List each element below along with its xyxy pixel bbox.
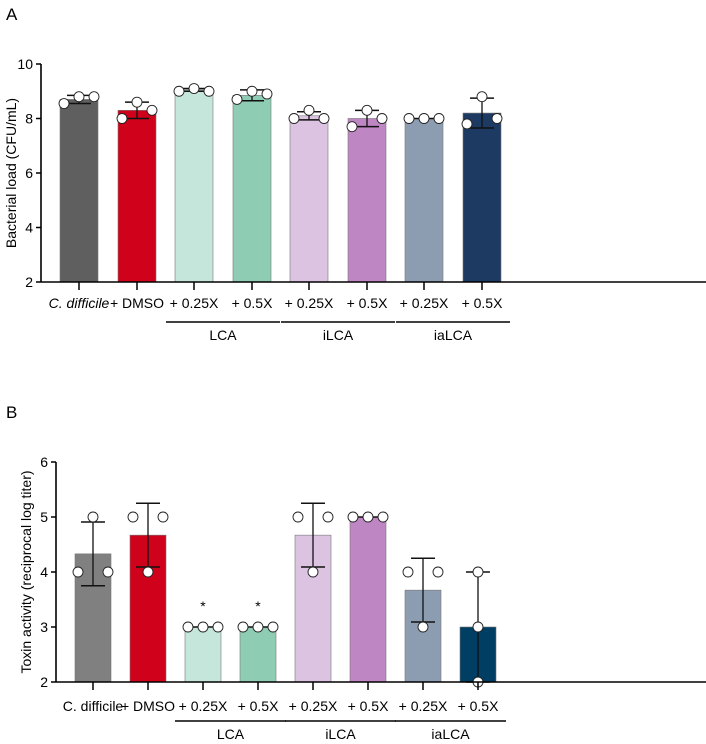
bar <box>232 95 272 283</box>
panel-label: A <box>6 5 18 24</box>
data-point <box>88 91 100 103</box>
data-point <box>307 566 319 578</box>
y-tick-label: 2 <box>25 274 33 290</box>
group-label: LCA <box>217 726 245 742</box>
data-point <box>252 621 264 633</box>
data-point <box>231 93 243 105</box>
y-axis-label: Bacterial load (CFU/mL) <box>3 98 19 248</box>
bar <box>117 110 157 283</box>
y-tick-label: 6 <box>40 454 48 470</box>
data-point <box>318 113 330 124</box>
x-tick-label: + 0.5X <box>348 698 390 714</box>
bar <box>289 115 329 283</box>
group-label: LCA <box>209 327 237 343</box>
data-point <box>246 85 258 97</box>
data-point <box>432 566 444 578</box>
x-tick-label: + 0.5X <box>238 698 280 714</box>
x-tick-label: + DMSO <box>121 698 175 714</box>
data-point <box>267 621 279 633</box>
data-point <box>346 121 358 133</box>
data-point <box>418 113 430 124</box>
y-tick-label: 8 <box>25 111 33 127</box>
data-point <box>288 113 300 124</box>
data-point <box>377 511 389 523</box>
y-axis-label: Toxin activity (reciprocal log titer) <box>18 470 34 673</box>
data-point <box>146 104 158 116</box>
data-point <box>102 566 114 578</box>
data-point <box>58 98 70 109</box>
data-point <box>472 621 484 633</box>
data-point <box>197 621 209 633</box>
data-point <box>461 118 473 130</box>
data-point <box>361 104 373 116</box>
x-tick-label: + 0.25X <box>179 698 228 714</box>
bar <box>174 89 214 283</box>
x-tick-label: + DMSO <box>110 295 164 311</box>
group-label: iLCA <box>325 726 356 742</box>
bar <box>59 99 99 283</box>
data-point <box>131 96 143 108</box>
x-tick-label: + 0.25X <box>400 295 449 311</box>
x-tick-label: + 0.25X <box>170 295 219 311</box>
data-point <box>417 621 429 633</box>
y-tick-label: 10 <box>17 56 33 72</box>
x-tick-label: + 0.25X <box>285 295 334 311</box>
y-tick-label: 5 <box>40 509 48 525</box>
x-tick-label: + 0.5X <box>347 295 389 311</box>
data-point <box>347 511 359 523</box>
x-tick-label: C. difficile <box>49 295 110 311</box>
bar <box>184 626 222 683</box>
data-point <box>362 511 374 523</box>
data-point <box>142 566 154 578</box>
x-tick-label: + 0.25X <box>289 698 338 714</box>
significance-marker: * <box>200 598 206 614</box>
data-point <box>188 83 200 94</box>
data-point <box>476 91 488 103</box>
data-point <box>203 85 215 97</box>
bar <box>404 118 444 283</box>
bar <box>239 626 277 683</box>
data-point <box>303 104 315 116</box>
data-point <box>261 88 273 100</box>
data-point <box>87 511 99 523</box>
data-point <box>433 113 445 124</box>
data-point <box>376 113 388 124</box>
x-tick-label: + 0.5X <box>458 698 500 714</box>
significance-marker: * <box>255 598 261 614</box>
group-label: iaLCA <box>434 327 473 343</box>
data-point <box>72 566 84 578</box>
bar <box>349 516 387 683</box>
data-point <box>402 566 414 578</box>
panel-label: B <box>6 403 17 422</box>
bar <box>347 118 387 283</box>
data-point <box>212 621 224 633</box>
data-point <box>182 621 194 633</box>
data-point <box>322 511 334 523</box>
y-tick-label: 4 <box>40 564 48 580</box>
data-point <box>403 113 415 124</box>
x-tick-label: + 0.25X <box>399 698 448 714</box>
data-point <box>292 511 304 523</box>
data-point <box>173 85 185 97</box>
y-tick-label: 6 <box>25 165 33 181</box>
y-tick-label: 3 <box>40 619 48 635</box>
data-point <box>127 511 139 523</box>
data-point <box>73 91 85 103</box>
data-point <box>237 621 249 633</box>
group-label: iLCA <box>323 327 354 343</box>
y-tick-label: 2 <box>40 674 48 690</box>
x-tick-label: C. difficile <box>63 698 124 714</box>
data-point <box>491 113 503 124</box>
group-label: iaLCA <box>431 726 470 742</box>
data-point <box>157 511 169 523</box>
y-tick-label: 4 <box>25 220 33 236</box>
x-tick-label: + 0.5X <box>462 295 504 311</box>
x-tick-label: + 0.5X <box>232 295 274 311</box>
data-point <box>472 566 484 578</box>
data-point <box>116 113 128 124</box>
bar <box>462 112 502 283</box>
